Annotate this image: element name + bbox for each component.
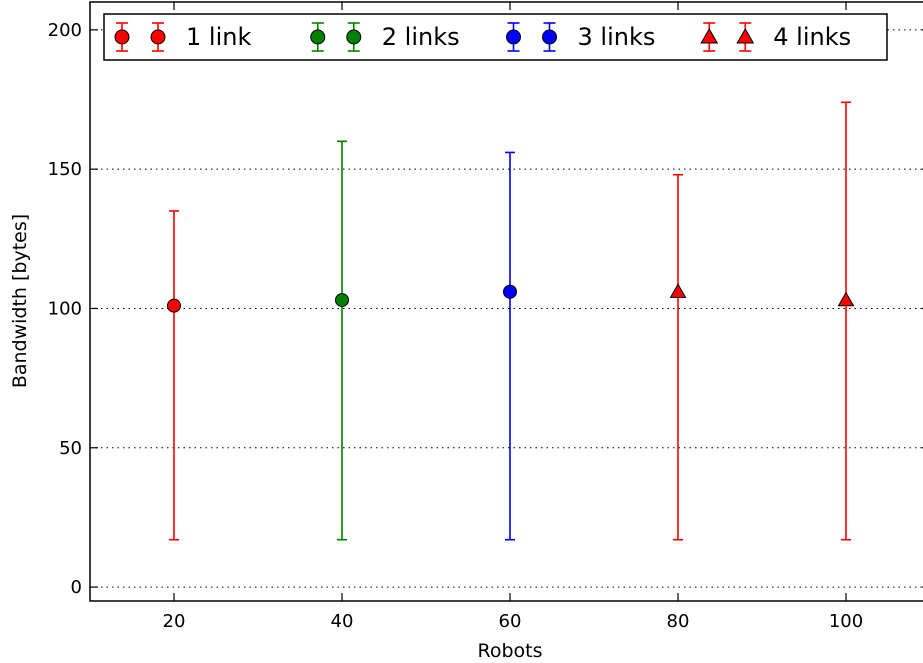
- data-point: [671, 284, 686, 297]
- error-bar: [337, 141, 347, 539]
- x-tick-label: 40: [331, 611, 354, 632]
- legend-marker: [115, 30, 129, 44]
- y-tick-label: 50: [59, 438, 82, 459]
- data-point: [839, 293, 854, 306]
- legend-marker: [543, 30, 557, 44]
- legend-marker: [311, 30, 325, 44]
- y-tick-label: 200: [48, 20, 82, 41]
- legend: 1 link 2 links 3 links 4 links: [104, 14, 887, 60]
- data-point: [336, 294, 349, 307]
- y-tick-label: 150: [48, 159, 82, 180]
- x-axis-label: Robots: [477, 640, 542, 662]
- data-point: [168, 299, 181, 312]
- error-bar: [673, 175, 683, 540]
- x-tick-label: 20: [163, 611, 186, 632]
- series-4: [671, 102, 854, 539]
- series-layer: [168, 102, 854, 539]
- error-bar: [169, 211, 179, 540]
- plot-area-frame: [90, 2, 923, 601]
- series-2: [336, 141, 349, 539]
- series-3: [504, 152, 517, 539]
- legend-marker: [151, 30, 165, 44]
- y-tick-label: 0: [71, 577, 82, 598]
- legend-marker: [507, 30, 521, 44]
- data-point: [504, 285, 517, 298]
- legend-marker: [347, 30, 361, 44]
- y-tick-label: 100: [48, 298, 82, 319]
- x-tick-label: 60: [499, 611, 522, 632]
- error-bar: [505, 152, 515, 539]
- legend-label: 4 links: [773, 23, 851, 51]
- grid-lines: [90, 30, 923, 587]
- legend-label: 3 links: [578, 23, 656, 51]
- y-axis-label: Bandwidth [bytes]: [9, 214, 31, 388]
- x-tick-label: 80: [667, 611, 690, 632]
- axis-ticks: 0 50 100 150 200 20 40 60 80 100: [48, 2, 923, 632]
- x-tick-label: 100: [829, 611, 863, 632]
- legend-label: 2 links: [382, 23, 460, 51]
- error-bar: [841, 102, 851, 539]
- legend-label: 1 link: [186, 23, 251, 51]
- series-1: [168, 211, 181, 540]
